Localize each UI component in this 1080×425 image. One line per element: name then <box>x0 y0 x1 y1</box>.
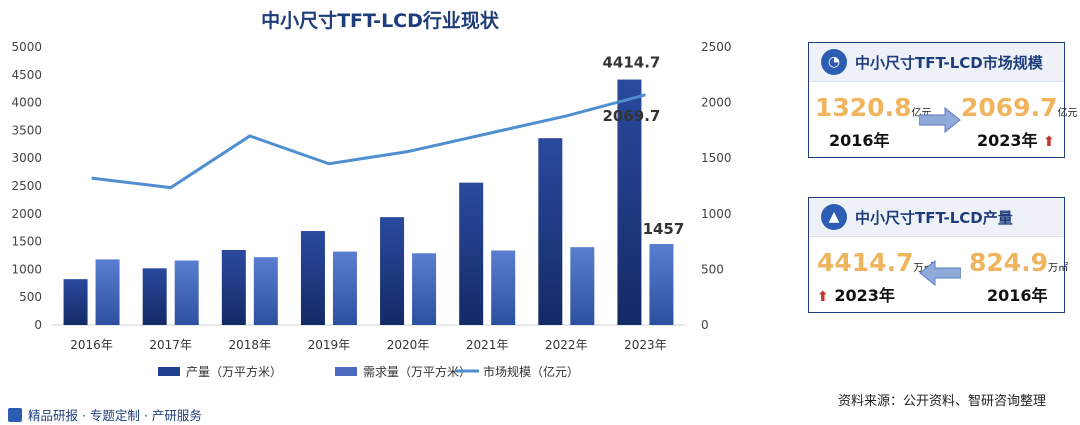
production-2016-year: 2016年 <box>987 286 1048 305</box>
legend-label: 需求量（万平方米） <box>363 364 471 379</box>
right-arrow-icon <box>919 107 961 133</box>
bar-demand <box>253 257 278 325</box>
legend-swatch <box>335 367 357 376</box>
left-arrow-icon <box>919 260 961 286</box>
y-right-tick-label: 2000 <box>701 96 732 110</box>
x-tick-label: 2022年 <box>545 338 588 352</box>
y-right-tick-label: 2500 <box>701 40 732 54</box>
market-2016-value: 1320.8 <box>815 93 912 122</box>
market-2016-value-wrap: 1320.8亿元 <box>815 93 931 122</box>
bar-demand <box>95 259 120 325</box>
market-panel-header: ◔ 中小尺寸TFT-LCD市场规模 <box>809 43 1064 82</box>
production-2016-value-wrap: 824.9万㎡ <box>969 248 1068 277</box>
logo-icon <box>8 407 22 422</box>
y-left-tick-label: 5000 <box>11 40 42 54</box>
market-2023-year-wrap: 2023年 ⬆ <box>977 127 1055 151</box>
market-size-line <box>91 93 646 190</box>
market-2023-unit: 亿元 <box>1057 108 1078 119</box>
production-2023-value: 4414.7 <box>817 248 914 277</box>
y-left-tick-label: 3000 <box>11 151 42 165</box>
y-left-tick-label: 1500 <box>11 235 42 249</box>
bar-demand <box>570 247 595 325</box>
market-size-panel: ◔ 中小尺寸TFT-LCD市场规模 1320.8亿元 2016年 2069.7亿… <box>808 42 1077 158</box>
bar-production <box>142 268 167 325</box>
y-left-tick-label: 3500 <box>11 123 42 137</box>
production-2023-year: 2023年 <box>834 286 895 305</box>
market-panel-title: 中小尺寸TFT-LCD市场规模 <box>855 53 1043 72</box>
production-panel: ▲ 中小尺寸TFT-LCD产量 4414.7万㎡ ⬆ 2023年 824.9万㎡… <box>808 197 1068 313</box>
y-left-tick-label: 1000 <box>11 262 42 276</box>
bar-production <box>538 138 563 325</box>
bar-production <box>300 231 325 325</box>
x-tick-label: 2021年 <box>466 338 509 352</box>
y-right-tick-label: 0 <box>701 318 709 332</box>
x-tick-label: 2018年 <box>229 338 272 352</box>
bar-growth-icon: ▲ <box>821 204 847 230</box>
y-left-tick-label: 4000 <box>11 96 42 110</box>
production-panel-title: 中小尺寸TFT-LCD产量 <box>855 208 1013 227</box>
bar-production <box>380 217 405 325</box>
y-right-tick-label: 500 <box>701 262 724 276</box>
y-left-tick-label: 2000 <box>11 207 42 221</box>
combo-chart: 0500100015002000250030003500400045005000… <box>11 40 732 379</box>
y-right-tick-label: 1500 <box>701 151 732 165</box>
y-left-tick-label: 4500 <box>11 68 42 82</box>
production-2023-year-wrap: ⬆ 2023年 <box>817 282 895 306</box>
market-2016-year: 2016年 <box>829 131 890 150</box>
x-tick-label: 2019年 <box>308 338 351 352</box>
legend-label: 产量（万平方米） <box>186 364 282 379</box>
market-2023-value-wrap: 2069.7亿元 <box>961 93 1077 122</box>
legend-label: 市场规模（亿元） <box>483 364 579 379</box>
production-2023-unit: 万㎡ <box>913 263 934 274</box>
bar-demand <box>412 253 437 325</box>
production-2023-label: 4414.7 <box>602 54 660 72</box>
source-note: 资料来源：公开资料、智研咨询整理 <box>838 394 1047 409</box>
production-panel-header: ▲ 中小尺寸TFT-LCD产量 <box>809 198 1064 237</box>
market-2023-year: 2023年 <box>977 131 1038 150</box>
bar-production <box>63 279 88 325</box>
x-tick-label: 2017年 <box>149 338 192 352</box>
demand-2023-label: 1457 <box>643 220 685 238</box>
chart-title: 中小尺寸TFT-LCD行业现状 <box>261 10 499 32</box>
bar-demand <box>491 250 516 325</box>
pie-chart-icon: ◔ <box>821 49 847 75</box>
y-right-tick-label: 1000 <box>701 207 732 221</box>
up-arrow-icon: ⬆ <box>1043 134 1055 150</box>
production-2016-unit: 万㎡ <box>1048 263 1069 274</box>
footer-left-text: 精品研报 · 专题定制 · 产研服务 <box>28 408 202 423</box>
bar-production <box>459 182 484 325</box>
bar-production <box>221 249 246 325</box>
y-left-tick-label: 500 <box>19 290 42 304</box>
legend-swatch <box>158 367 180 376</box>
x-tick-label: 2016年 <box>70 338 113 352</box>
bar-production <box>617 79 642 325</box>
bar-demand <box>332 251 357 325</box>
up-arrow-icon: ⬆ <box>817 289 829 305</box>
market-2023-label: 2069.7 <box>602 107 660 125</box>
production-2016-value: 824.9 <box>969 248 1049 277</box>
production-2023-value-wrap: 4414.7万㎡ <box>817 248 933 277</box>
footer-brand: 精品研报 · 专题定制 · 产研服务 <box>8 405 202 424</box>
market-2023-value: 2069.7 <box>961 93 1058 122</box>
x-tick-label: 2020年 <box>387 338 430 352</box>
x-tick-label: 2023年 <box>624 338 667 352</box>
bar-demand <box>649 243 674 325</box>
y-left-tick-label: 0 <box>34 318 42 332</box>
bar-demand <box>174 260 199 325</box>
market-2016-unit: 亿元 <box>911 108 932 119</box>
y-left-tick-label: 2500 <box>11 179 42 193</box>
